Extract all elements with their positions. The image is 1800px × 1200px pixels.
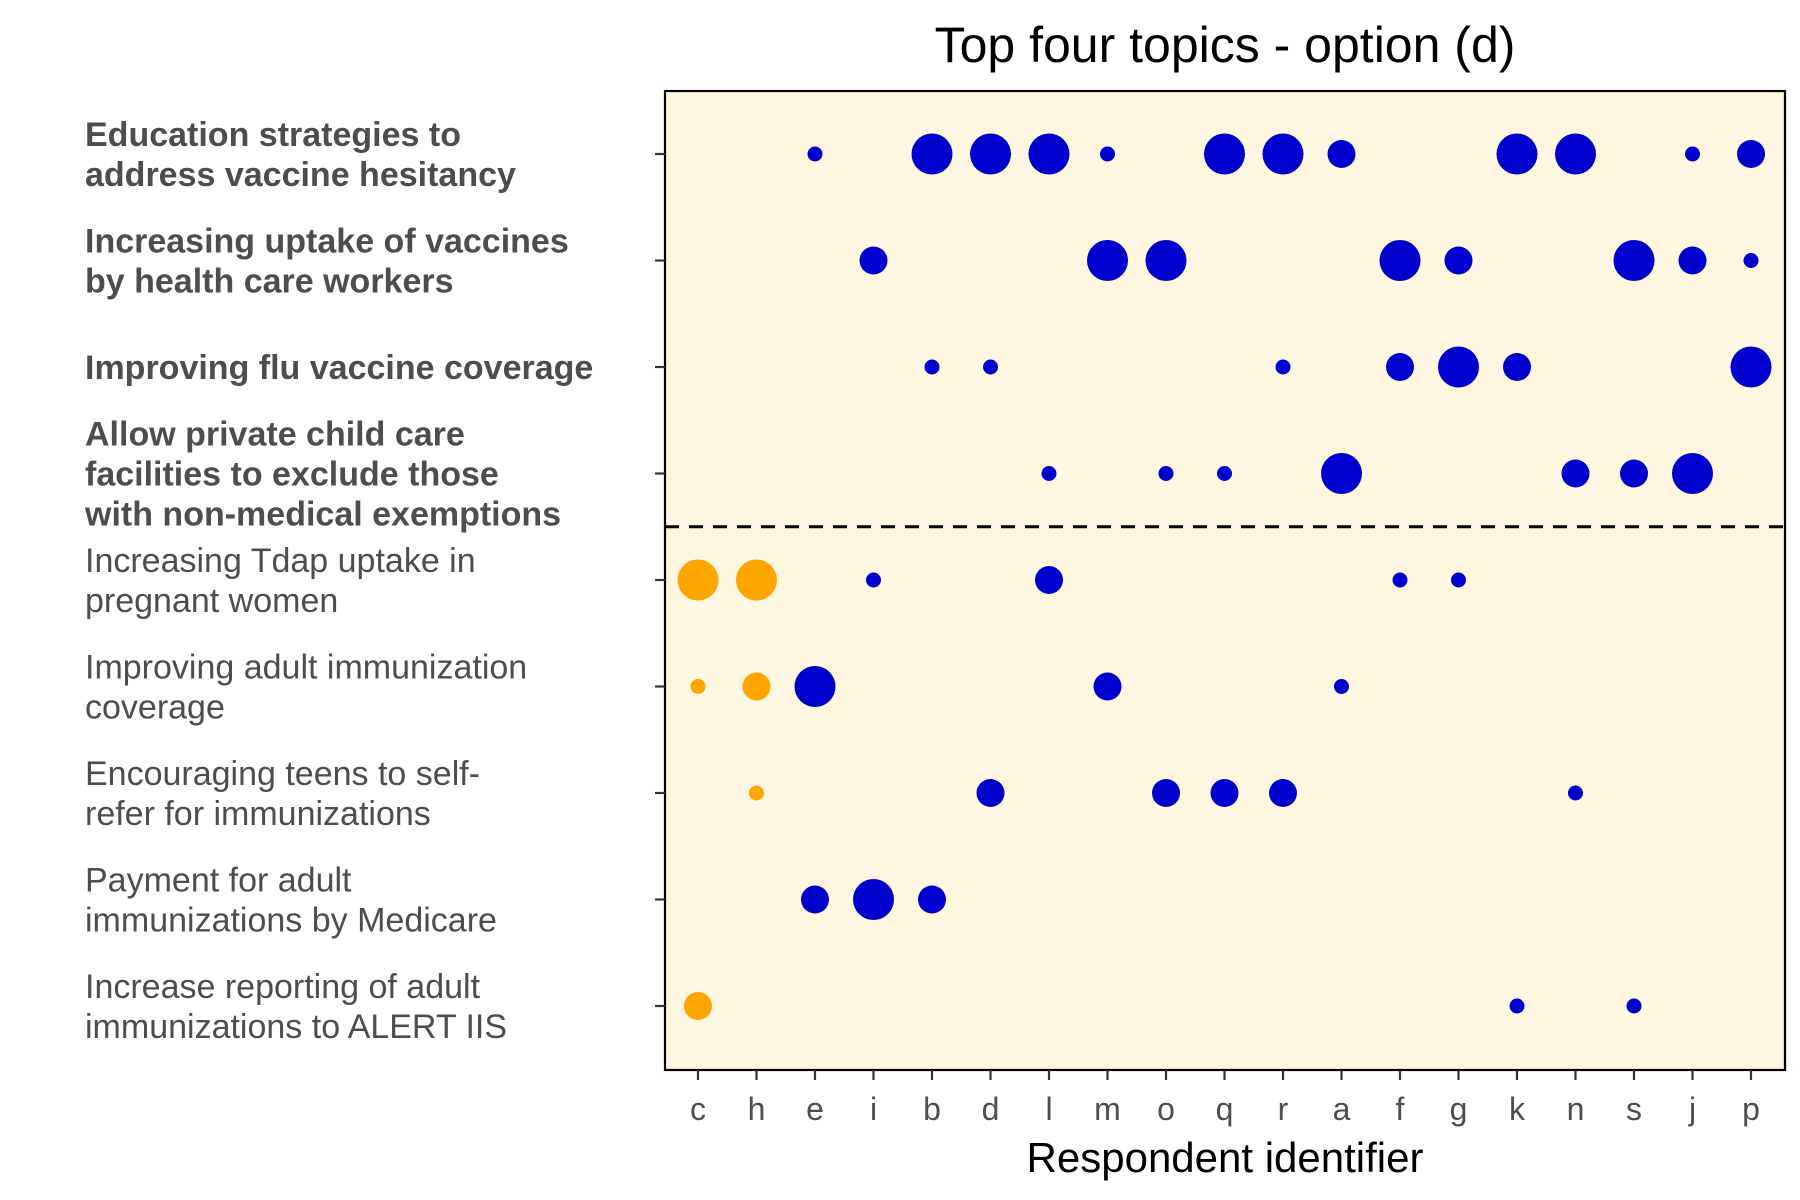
x-tick-label: i bbox=[870, 1091, 877, 1127]
data-point bbox=[1035, 566, 1063, 594]
data-point bbox=[866, 572, 881, 588]
data-point bbox=[1620, 459, 1648, 488]
data-point bbox=[1210, 779, 1239, 807]
y-tick-label: immunizations by Medicare bbox=[85, 902, 497, 940]
data-point bbox=[1275, 359, 1291, 375]
x-tick-label: e bbox=[806, 1091, 824, 1127]
data-point bbox=[794, 666, 836, 707]
y-tick-label: by health care workers bbox=[85, 263, 454, 301]
x-tick-label: k bbox=[1509, 1091, 1526, 1127]
data-point bbox=[749, 785, 764, 801]
data-point bbox=[1158, 466, 1174, 481]
data-point bbox=[1503, 353, 1531, 381]
data-point bbox=[742, 672, 771, 701]
data-point bbox=[1217, 466, 1232, 481]
x-tick-label: j bbox=[1688, 1091, 1696, 1127]
x-axis-title: Respondent identifier bbox=[1027, 1134, 1424, 1181]
x-tick-label: l bbox=[1045, 1091, 1052, 1127]
data-point bbox=[677, 559, 719, 601]
x-tick-label: o bbox=[1157, 1091, 1175, 1127]
y-tick-label: Increase reporting of adult bbox=[85, 968, 481, 1006]
data-point bbox=[1093, 672, 1122, 701]
x-tick-label: s bbox=[1626, 1091, 1642, 1127]
x-tick-label: p bbox=[1742, 1091, 1760, 1127]
y-tick-label: refer for immunizations bbox=[85, 795, 431, 833]
x-tick-label: m bbox=[1094, 1091, 1121, 1127]
data-point bbox=[1561, 459, 1590, 488]
data-point bbox=[1100, 146, 1115, 162]
x-tick-label: b bbox=[923, 1091, 941, 1127]
y-tick-label: immunizations to ALERT IIS bbox=[85, 1008, 507, 1046]
data-point bbox=[1568, 785, 1583, 801]
y-tick-label: Education strategies to bbox=[85, 116, 461, 154]
data-point bbox=[1392, 572, 1408, 588]
data-point bbox=[976, 779, 1005, 807]
x-tick-label: g bbox=[1450, 1091, 1468, 1127]
data-point bbox=[970, 133, 1011, 175]
data-point bbox=[918, 885, 946, 914]
data-point bbox=[736, 559, 777, 601]
data-point bbox=[690, 679, 706, 694]
y-tick-label: Allow private child care bbox=[85, 416, 465, 454]
data-point bbox=[1028, 133, 1070, 175]
y-tick-label: Payment for adult bbox=[85, 862, 352, 900]
x-tick-label: c bbox=[690, 1091, 706, 1127]
data-point bbox=[1386, 353, 1414, 381]
y-tick-label: address vaccine hesitancy bbox=[85, 156, 516, 194]
y-tick-label: Increasing uptake of vaccines bbox=[85, 223, 569, 261]
y-tick-label: coverage bbox=[85, 689, 225, 727]
data-point bbox=[1321, 453, 1362, 494]
data-point bbox=[859, 246, 888, 275]
y-tick-label: with non-medical exemptions bbox=[84, 496, 561, 534]
y-tick-label: Improving flu vaccine coverage bbox=[85, 349, 593, 387]
x-tick-label: q bbox=[1216, 1091, 1234, 1127]
data-point bbox=[1743, 253, 1759, 268]
data-point bbox=[911, 133, 953, 175]
data-point bbox=[983, 359, 998, 375]
data-point bbox=[1327, 140, 1356, 168]
x-tick-label: f bbox=[1396, 1091, 1405, 1127]
data-point bbox=[1204, 133, 1245, 175]
x-tick-label: a bbox=[1333, 1091, 1351, 1127]
data-point bbox=[1685, 146, 1700, 162]
data-point bbox=[1678, 246, 1707, 275]
data-point bbox=[807, 146, 823, 162]
plot-panel bbox=[663, 89, 1787, 1072]
x-tick-label: h bbox=[748, 1091, 766, 1127]
data-point bbox=[1509, 998, 1525, 1014]
data-point bbox=[1613, 240, 1655, 281]
data-point bbox=[1152, 779, 1180, 807]
data-point bbox=[801, 885, 829, 914]
data-point bbox=[1496, 133, 1538, 175]
data-point bbox=[1672, 453, 1713, 494]
data-point bbox=[853, 879, 894, 920]
data-point bbox=[924, 359, 940, 375]
data-point bbox=[1262, 133, 1304, 175]
data-point bbox=[684, 992, 712, 1020]
data-point bbox=[1379, 240, 1421, 281]
data-point bbox=[1269, 779, 1297, 807]
data-point bbox=[1626, 998, 1642, 1014]
chart-title: Top four topics - option (d) bbox=[935, 17, 1516, 73]
data-point bbox=[1087, 240, 1128, 281]
data-point bbox=[1438, 346, 1479, 388]
data-point bbox=[1444, 246, 1473, 275]
x-tick-label: d bbox=[982, 1091, 1000, 1127]
y-tick-label: facilities to exclude those bbox=[85, 456, 499, 494]
y-tick-label: Improving adult immunization bbox=[85, 649, 527, 687]
x-tick-label: n bbox=[1567, 1091, 1585, 1127]
data-point bbox=[1737, 140, 1765, 168]
data-point bbox=[1451, 572, 1466, 588]
data-point bbox=[1555, 133, 1596, 175]
data-point bbox=[1041, 466, 1057, 481]
x-tick-label: r bbox=[1278, 1091, 1289, 1127]
y-tick-label: pregnant women bbox=[85, 582, 338, 620]
data-point bbox=[1334, 679, 1349, 694]
y-tick-label: Encouraging teens to self- bbox=[85, 755, 480, 793]
data-point bbox=[1730, 346, 1772, 388]
y-tick-label: Increasing Tdap uptake in bbox=[85, 542, 476, 580]
data-point bbox=[1145, 240, 1187, 281]
